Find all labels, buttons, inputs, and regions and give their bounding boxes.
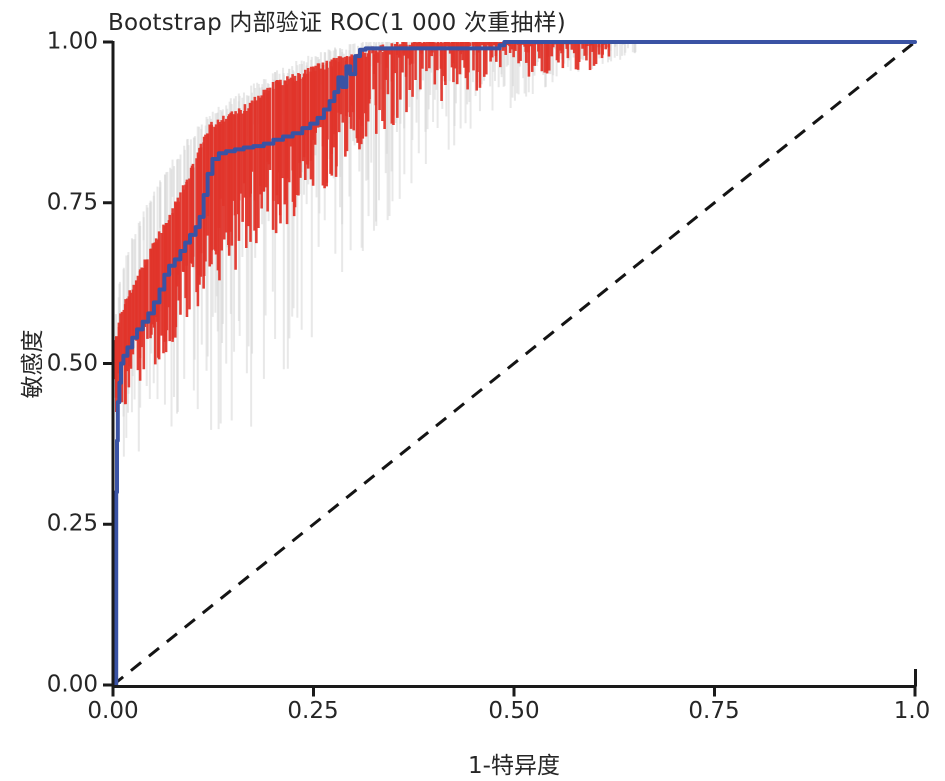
y-axis-label: 敏感度 (20, 329, 46, 399)
y-tick-label-50: 0.50 (46, 350, 98, 377)
y-tick-label-100: 1.00 (46, 28, 98, 55)
x-tick-label-0: 0.00 (87, 698, 139, 724)
y-tick-label-0: 0.00 (46, 671, 98, 698)
axes (103, 40, 917, 697)
y-tick-label-75: 0.75 (46, 189, 98, 216)
x-tick-label-25: 0.25 (287, 698, 339, 724)
mean-roc-curve-path (111, 40, 917, 687)
chart-title: Bootstrap 内部验证 ROC(1 000 次重抽样) (108, 10, 566, 36)
x-tick-label-50: 0.50 (488, 698, 540, 724)
x-axis-label: 1-特异度 (468, 753, 560, 779)
x-tick-label-75: 0.75 (688, 698, 740, 724)
chance-diagonal-line (112, 40, 916, 687)
x-tick-label-100: 1.0 (893, 698, 931, 724)
y-tick-label-25: 0.25 (46, 510, 98, 537)
